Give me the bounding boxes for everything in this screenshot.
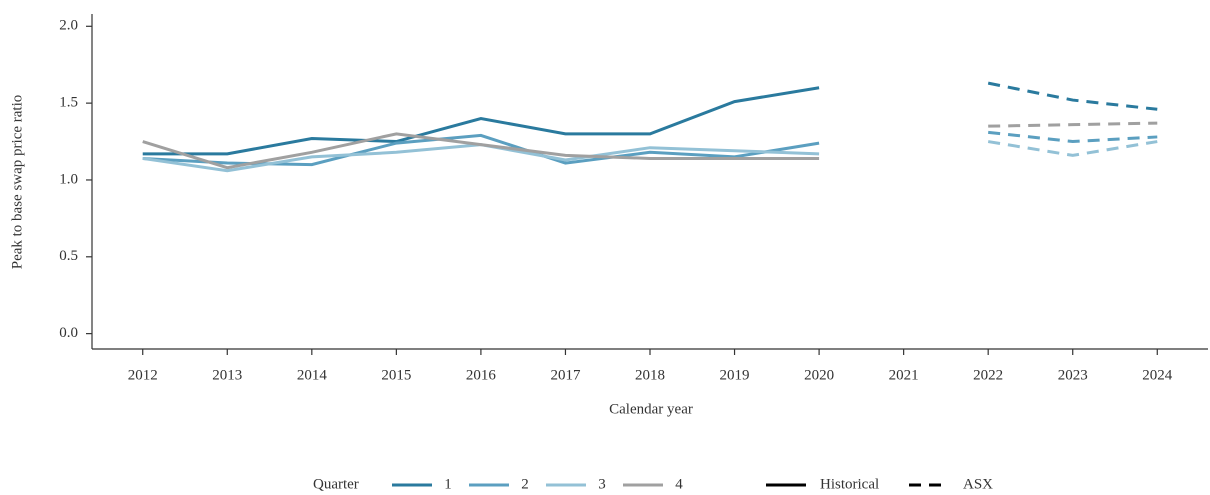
- y-tick-label: 2.0: [59, 18, 78, 34]
- legend-label: 4: [675, 476, 683, 492]
- x-tick-label: 2018: [635, 367, 665, 383]
- legend-title: Quarter: [313, 476, 359, 492]
- series-line: [142, 132, 820, 170]
- series-line: [987, 81, 1158, 111]
- x-tick-label: 2016: [466, 367, 497, 383]
- legend-label: Historical: [820, 476, 879, 492]
- x-tick-label: 2012: [128, 367, 158, 383]
- x-tick-label: 2024: [1142, 367, 1173, 383]
- x-tick-label: 2017: [550, 367, 581, 383]
- series-line: [987, 140, 1158, 157]
- y-tick-label: 1.0: [59, 171, 78, 187]
- x-tick-label: 2013: [212, 367, 242, 383]
- y-tick-label: 1.5: [59, 95, 78, 111]
- y-axis-label: Peak to base swap price ratio: [9, 95, 25, 270]
- legend-label: 1: [444, 476, 452, 492]
- series-line: [988, 121, 1158, 128]
- legend-label: 3: [598, 476, 606, 492]
- x-tick-label: 2015: [381, 367, 411, 383]
- x-axis-label: Calendar year: [609, 401, 693, 417]
- series-line: [142, 86, 820, 156]
- y-tick-label: 0.0: [59, 325, 78, 341]
- x-tick-label: 2023: [1058, 367, 1088, 383]
- legend-label: ASX: [963, 476, 993, 492]
- y-tick-label: 0.5: [59, 248, 78, 264]
- legend-label: 2: [521, 476, 529, 492]
- series-line: [988, 130, 1158, 144]
- x-tick-label: 2019: [720, 367, 750, 383]
- x-tick-label: 2014: [297, 367, 328, 383]
- x-tick-label: 2022: [973, 367, 1003, 383]
- x-tick-label: 2020: [804, 367, 834, 383]
- x-tick-label: 2021: [889, 367, 919, 383]
